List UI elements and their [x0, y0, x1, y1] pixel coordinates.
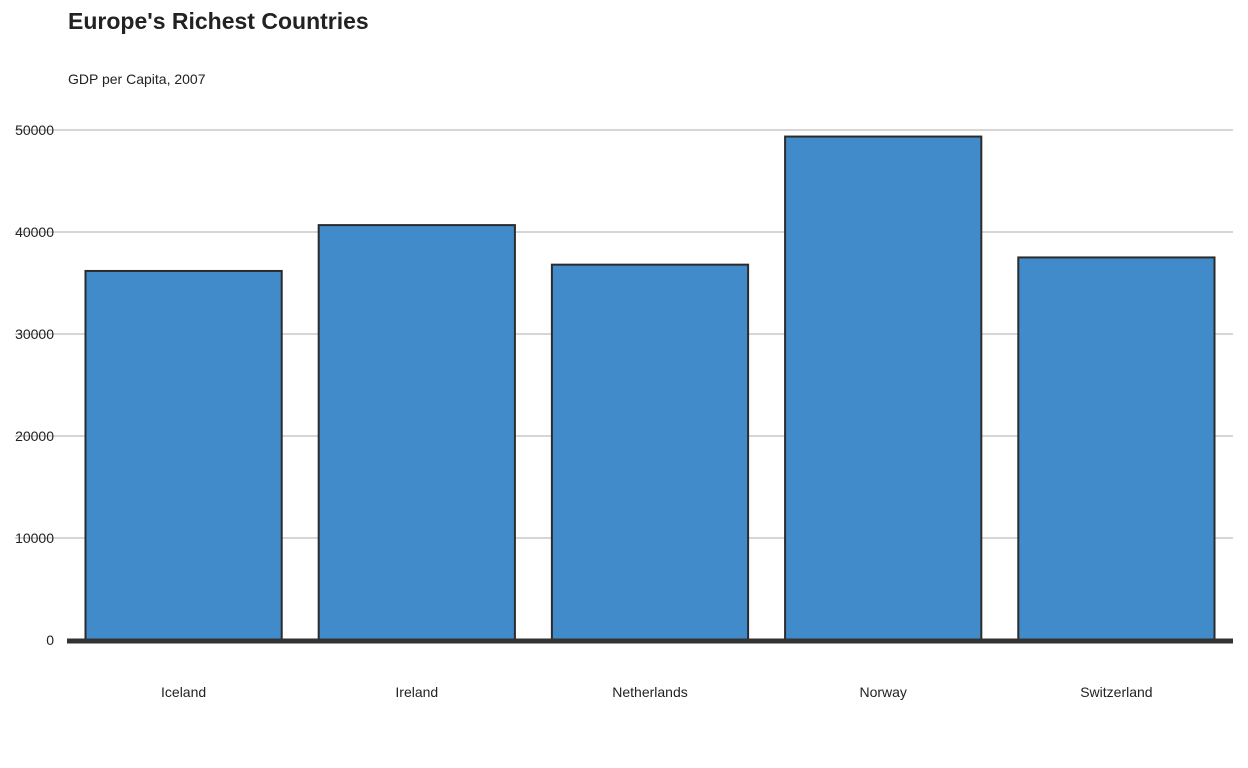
- y-tick-label: 10000: [15, 530, 54, 546]
- y-tick-label: 0: [46, 632, 54, 648]
- x-tick-label: Netherlands: [612, 684, 688, 700]
- y-tick-label: 30000: [15, 326, 54, 342]
- bar-iceland: [84, 269, 283, 641]
- chart-subtitle: GDP per Capita, 2007: [68, 71, 206, 87]
- bar-norway: [784, 135, 983, 641]
- bar-switzerland: [1017, 256, 1216, 641]
- y-tick-label: 20000: [15, 428, 54, 444]
- y-tick-label: 40000: [15, 224, 54, 240]
- bar-netherlands: [550, 263, 750, 641]
- chart-title: Europe's Richest Countries: [68, 8, 369, 34]
- y-axis-ticks: 0 10000 20000 30000 40000 50000: [15, 122, 54, 648]
- x-axis-labels: Iceland Ireland Netherlands Norway Switzerla…: [161, 684, 1153, 700]
- x-tick-label: Norway: [859, 684, 906, 700]
- bar-ireland: [317, 224, 516, 641]
- y-tick-label: 50000: [15, 122, 54, 138]
- x-tick-label: Switzerland: [1080, 684, 1152, 700]
- x-tick-label: Iceland: [161, 684, 206, 700]
- x-tick-label: Ireland: [395, 684, 438, 700]
- bars: [84, 135, 1216, 641]
